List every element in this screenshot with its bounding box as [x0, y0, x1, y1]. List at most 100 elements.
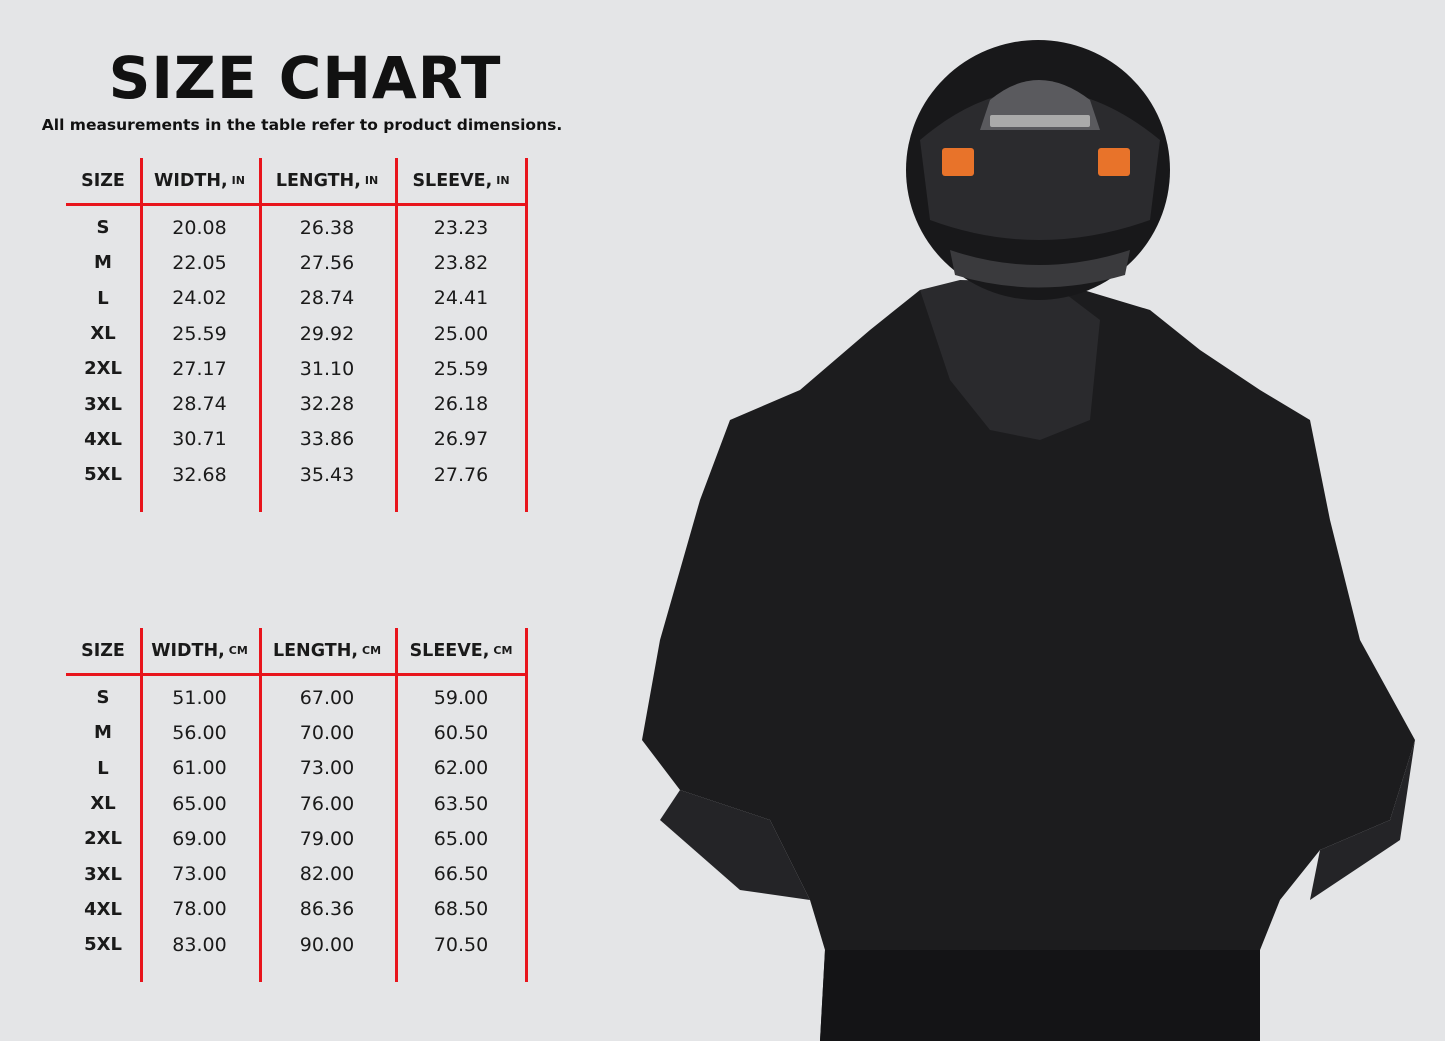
- cell-sleeve: 26.97: [433, 428, 489, 451]
- cell-length: 31.10: [299, 357, 355, 380]
- header-divider: [66, 673, 528, 676]
- header-size: SIZE: [66, 158, 140, 203]
- cell-width: 61.00: [172, 757, 227, 780]
- column-divider: [140, 628, 143, 982]
- header-unit: IN: [231, 174, 245, 187]
- table-row: 3XL 73.00 82.00 66.50: [66, 857, 528, 892]
- cell-width: 28.74: [172, 393, 227, 416]
- cell-sleeve: 24.41: [433, 287, 489, 310]
- table-row: M 56.00 70.00 60.50: [66, 715, 528, 750]
- cell-width: 78.00: [172, 898, 227, 921]
- cell-sleeve: 59.00: [433, 686, 489, 709]
- table-row: 4XL 30.71 33.86 26.97: [66, 422, 528, 457]
- cell-size: 3XL: [84, 393, 122, 415]
- column-divider: [259, 628, 262, 982]
- cell-length: 70.00: [299, 721, 355, 744]
- cell-length: 35.43: [299, 463, 355, 486]
- column-divider: [395, 158, 398, 512]
- cell-size: S: [96, 687, 110, 709]
- table-row: 5XL 32.68 35.43 27.76: [66, 457, 528, 492]
- cell-size: 5XL: [84, 464, 122, 486]
- cell-sleeve: 23.82: [433, 251, 489, 274]
- table-row: S 20.08 26.38 23.23: [66, 210, 528, 245]
- header-label: SIZE: [81, 640, 125, 661]
- column-divider: [395, 628, 398, 982]
- column-divider: [525, 158, 528, 512]
- cell-sleeve: 63.50: [433, 792, 489, 815]
- header-length: LENGTH, IN: [259, 158, 395, 203]
- cell-sleeve: 26.18: [433, 393, 489, 416]
- table-row: M 22.05 27.56 23.82: [66, 245, 528, 280]
- cell-length: 67.00: [299, 686, 355, 709]
- cell-length: 86.36: [299, 898, 355, 921]
- cell-length: 73.00: [299, 757, 355, 780]
- cell-width: 22.05: [172, 251, 227, 274]
- table-row: 5XL 83.00 90.00 70.50: [66, 927, 528, 962]
- cell-sleeve: 66.50: [433, 863, 489, 886]
- cell-size: 5XL: [84, 934, 122, 956]
- header-width: WIDTH, IN: [140, 158, 259, 203]
- table-row: 3XL 28.74 32.28 26.18: [66, 387, 528, 422]
- table-row: 2XL 69.00 79.00 65.00: [66, 821, 528, 856]
- table-row: XL 25.59 29.92 25.00: [66, 316, 528, 351]
- cell-width: 83.00: [172, 933, 227, 956]
- header-label: SIZE: [81, 170, 125, 191]
- header-label: LENGTH,: [275, 170, 361, 191]
- cell-length: 90.00: [299, 933, 355, 956]
- cell-size: 3XL: [84, 863, 122, 885]
- cell-size: L: [97, 757, 109, 779]
- cell-sleeve: 68.50: [433, 898, 489, 921]
- header-size: SIZE: [66, 628, 140, 673]
- cell-sleeve: 25.59: [433, 357, 489, 380]
- header-divider: [66, 203, 528, 206]
- header-length: LENGTH, CM: [259, 628, 395, 673]
- hoodie: [642, 280, 1415, 1041]
- cell-size: XL: [90, 323, 116, 345]
- cell-sleeve: 60.50: [433, 721, 489, 744]
- cell-width: 30.71: [172, 428, 227, 451]
- size-table-centimeters: SIZE WIDTH, CM LENGTH, CM SLEEVE, CM S 51.00 67.0…: [66, 628, 528, 982]
- cell-length: 28.74: [299, 287, 355, 310]
- cell-length: 32.28: [299, 393, 355, 416]
- cell-sleeve: 65.00: [433, 827, 489, 850]
- cell-sleeve: 25.00: [433, 322, 489, 345]
- cell-width: 56.00: [172, 721, 227, 744]
- cell-length: 79.00: [299, 827, 355, 850]
- cell-width: 27.17: [172, 357, 227, 380]
- cell-size: 4XL: [84, 428, 122, 450]
- cell-width: 51.00: [172, 686, 227, 709]
- header-label: WIDTH,: [151, 640, 225, 661]
- helmet: [906, 40, 1170, 300]
- cell-width: 24.02: [172, 287, 227, 310]
- table-row: S 51.00 67.00 59.00: [66, 680, 528, 715]
- cell-size: XL: [90, 793, 116, 815]
- cell-width: 73.00: [172, 863, 227, 886]
- cell-sleeve: 27.76: [433, 463, 489, 486]
- header-width: WIDTH, CM: [140, 628, 259, 673]
- cell-size: S: [96, 217, 110, 239]
- table-row: L 24.02 28.74 24.41: [66, 281, 528, 316]
- table-row: 4XL 78.00 86.36 68.50: [66, 892, 528, 927]
- cell-size: M: [94, 722, 112, 744]
- header-sleeve: SLEEVE, IN: [395, 158, 527, 203]
- header-unit: IN: [364, 174, 379, 187]
- model-photo: [642, 40, 1415, 1041]
- cell-size: L: [97, 287, 109, 309]
- header-unit: CM: [362, 644, 382, 657]
- header-unit: CM: [493, 644, 513, 657]
- header-label: WIDTH,: [154, 170, 228, 191]
- size-table-inches: SIZE WIDTH, IN LENGTH, IN SLEEVE, IN S 20.08 26.3…: [66, 158, 528, 512]
- cell-width: 25.59: [172, 322, 227, 345]
- header-label: SLEEVE,: [412, 170, 493, 191]
- cell-width: 65.00: [172, 792, 227, 815]
- page-title: SIZE CHART: [108, 44, 502, 112]
- header-label: LENGTH,: [272, 640, 358, 661]
- header-unit: CM: [228, 644, 248, 657]
- cell-size: 2XL: [84, 358, 122, 380]
- cell-length: 29.92: [299, 322, 355, 345]
- header-sleeve: SLEEVE, CM: [395, 628, 527, 673]
- column-divider: [259, 158, 262, 512]
- table-row: XL 65.00 76.00 63.50: [66, 786, 528, 821]
- column-divider: [140, 158, 143, 512]
- column-divider: [525, 628, 528, 982]
